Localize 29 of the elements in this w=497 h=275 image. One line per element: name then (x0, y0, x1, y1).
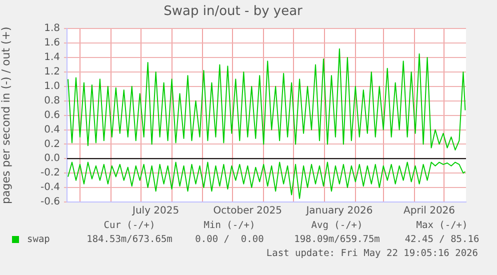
text: 42.45 / 85.16 (404, 234, 480, 245)
y-tick-label: -0.6 (40, 196, 60, 208)
text: Last update: Fri May 22 19:05:16 2026 (265, 248, 479, 259)
text: 184.53m/673.65m (86, 234, 174, 245)
text: Cur (-/+) (102, 220, 156, 231)
y-tick-label: -0.4 (40, 182, 60, 194)
text: Min (-/+) (202, 220, 256, 231)
y-tick-label: 0.6 (44, 110, 60, 121)
y-axis-title: pages per second in (-) / out (+) (0, 26, 12, 204)
text: 0.00 / 0.00 (194, 234, 265, 245)
x-tick-label: July 2025 (132, 206, 180, 217)
y-tick-label: 1.2 (44, 66, 60, 78)
text: Avg (-/+) (310, 220, 364, 231)
y-tick-label: 0.0 (44, 153, 60, 164)
x-tick-label: October 2025 (213, 206, 282, 217)
y-tick-label: 0.2 (44, 138, 60, 150)
x-tick-label: April 2026 (404, 206, 456, 217)
text: Max (-/+) (415, 220, 469, 231)
x-tick-label: January 2026 (305, 206, 373, 217)
y-tick-label: 0.8 (44, 95, 60, 106)
y-tick-label: 1.0 (44, 80, 60, 92)
y-tick-label: 0.4 (44, 124, 60, 136)
y-tick-label: 1.8 (44, 23, 60, 34)
y-tick-label: 1.6 (44, 38, 60, 49)
y-tick-label: -0.2 (40, 168, 60, 179)
chart-title: Swap in/out - by year (164, 4, 304, 20)
y-tick-label: 1.4 (44, 52, 60, 64)
legend-label: swap (27, 234, 50, 245)
text: 198.09m/659.75m (293, 234, 381, 245)
